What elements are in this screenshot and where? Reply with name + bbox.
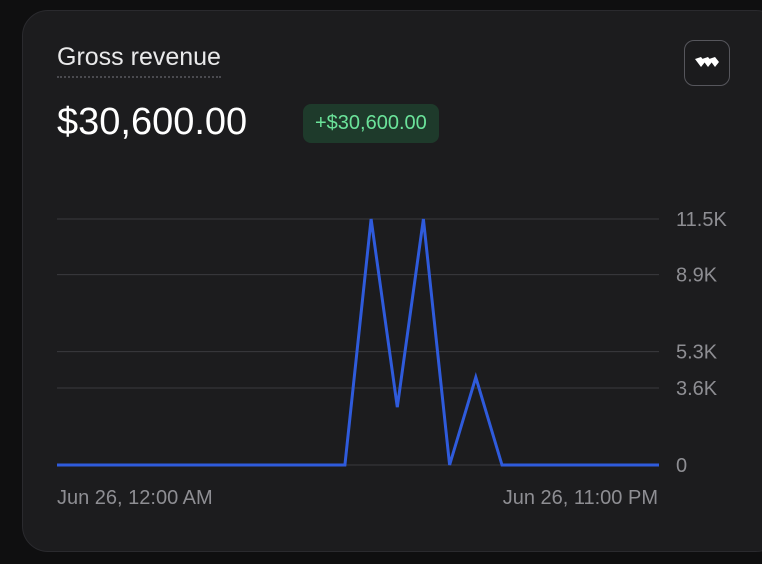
x-axis-end-label: Jun 26, 11:00 PM [503,487,658,509]
series-line [57,218,659,467]
x-axis-start-label: Jun 26, 12:00 AM [57,487,213,509]
revenue-amount: $30,600.00 [57,101,248,143]
chart-gridlines [57,218,659,466]
y-tick-label: 3.6K [676,378,718,400]
y-tick-label: 5.3K [676,342,718,364]
revenue-line-chart: 0 3.6K 5.3K 8.9K 11.5K Jun 26, 12:00 AM Jun … [57,209,727,509]
y-tick-label: 8.9K [676,265,718,287]
gross-revenue-card: Gross revenue $30,600.00 +$30,600.00 0 3.… [22,10,762,552]
y-tick-label: 11.5K [676,209,727,231]
brand-logo-icon [695,57,719,67]
chart-y-axis-ticks: 0 3.6K 5.3K 8.9K 11.5K [676,209,727,477]
card-title[interactable]: Gross revenue [57,45,221,78]
revenue-delta-badge: +$30,600.00 [303,104,439,143]
brand-logo-button[interactable] [684,40,730,86]
y-tick-label: 0 [676,455,687,477]
